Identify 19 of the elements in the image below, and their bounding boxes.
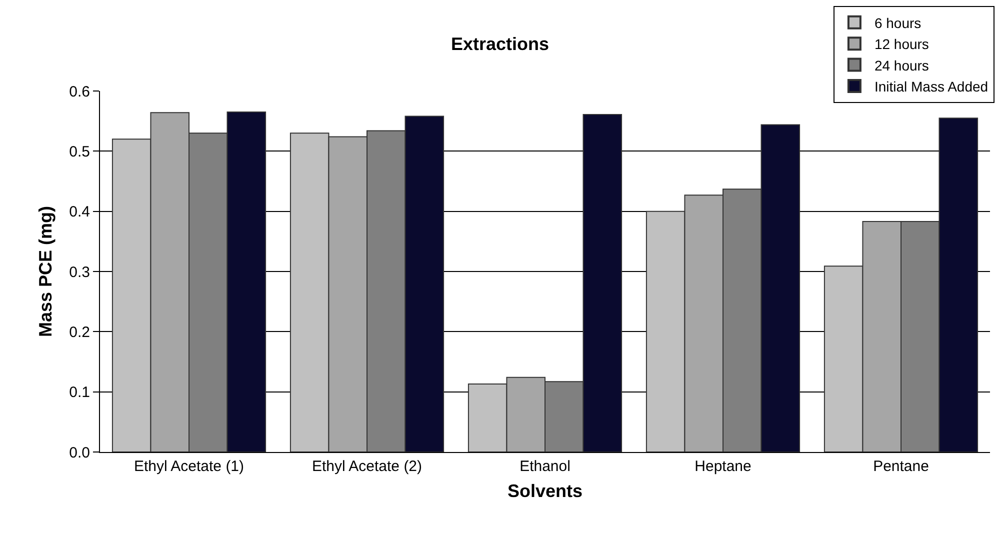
chart-title: Extractions (450, 34, 550, 54)
legend-label: Initial Mass Added (874, 78, 988, 94)
y-tick-label: 0.4 (69, 204, 90, 221)
y-tick-label: 0.6 (69, 83, 90, 100)
x-tick-label: Pentane (873, 458, 929, 475)
y-tick-label: 0.0 (69, 444, 90, 462)
x-axis-title: Solvents (507, 481, 583, 502)
x-tick-label: Ethyl Acetate (2) (312, 458, 422, 475)
y-tick-label: 0.3 (69, 264, 90, 281)
y-axis-title: Mass PCE (mg) (35, 206, 56, 338)
legend-label: 24 hours (874, 57, 929, 74)
y-tick-label: 0.5 (69, 143, 90, 160)
x-tick-label: Heptane (694, 458, 752, 475)
legend-label: 6 hours (874, 14, 922, 31)
legend-label: 12 hours (874, 36, 929, 52)
x-tick-label: Ethyl Acetate (1) (134, 458, 244, 475)
y-tick-label: 0.2 (69, 324, 90, 341)
y-tick-label: 0.1 (69, 384, 90, 402)
x-tick-label: Ethanol (520, 458, 570, 475)
